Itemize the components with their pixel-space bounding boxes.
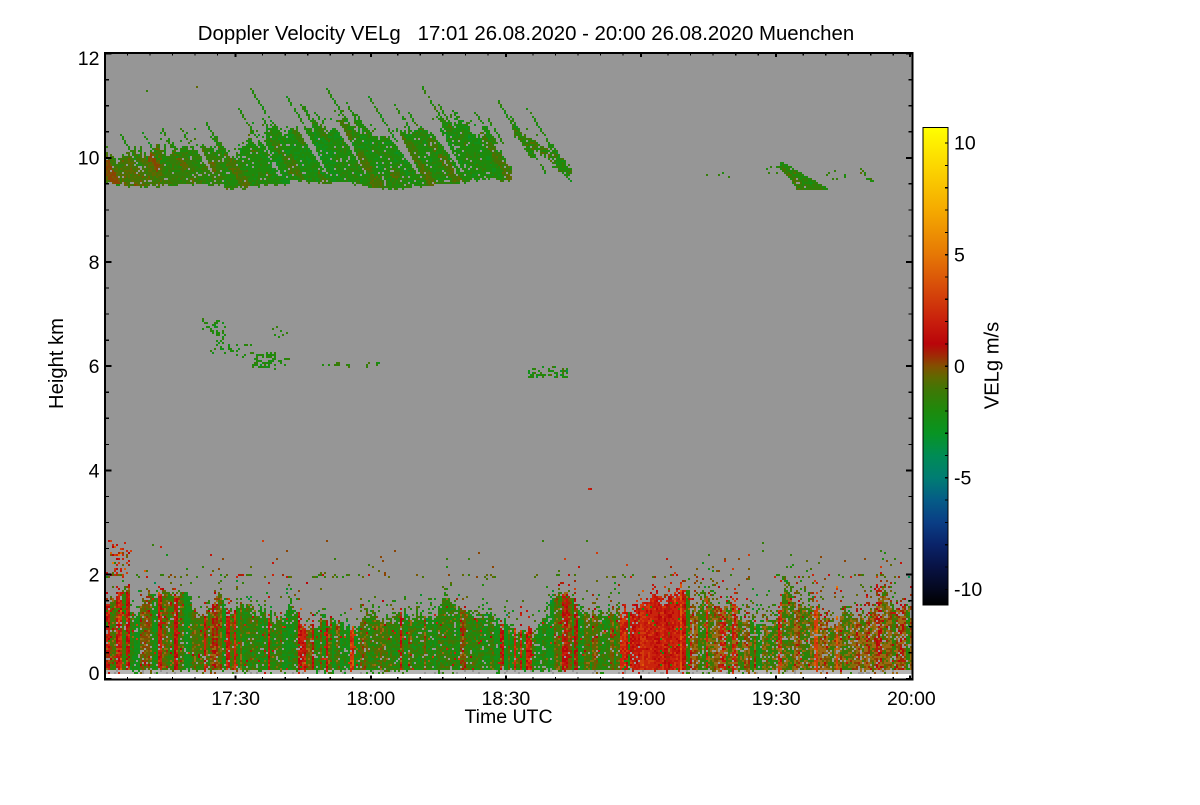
- svg-text:10: 10: [954, 133, 976, 155]
- svg-text:8: 8: [89, 252, 100, 274]
- svg-text:Doppler Velocity VELg 17:01: Doppler Velocity VELg 17:01 26.08.2020 -…: [198, 23, 854, 45]
- svg-text:10: 10: [78, 148, 100, 170]
- svg-text:5: 5: [954, 244, 965, 266]
- svg-text:Height km: Height km: [46, 318, 68, 409]
- svg-text:-10: -10: [954, 579, 982, 601]
- svg-text:6: 6: [89, 356, 100, 378]
- svg-text:17:30: 17:30: [211, 688, 260, 710]
- svg-text:18:00: 18:00: [346, 688, 395, 710]
- svg-text:0: 0: [89, 663, 100, 685]
- svg-text:-5: -5: [954, 467, 971, 489]
- svg-text:12: 12: [78, 48, 100, 70]
- svg-text:VELg m/s: VELg m/s: [982, 322, 1004, 410]
- svg-text:4: 4: [89, 460, 100, 482]
- svg-text:18:30: 18:30: [481, 688, 530, 710]
- svg-text:0: 0: [954, 356, 965, 378]
- svg-text:2: 2: [89, 565, 100, 587]
- svg-text:20:00: 20:00: [887, 688, 936, 710]
- svg-text:19:00: 19:00: [617, 688, 666, 710]
- svg-text:19:30: 19:30: [752, 688, 801, 710]
- svg-text:Time UTC: Time UTC: [464, 706, 552, 728]
